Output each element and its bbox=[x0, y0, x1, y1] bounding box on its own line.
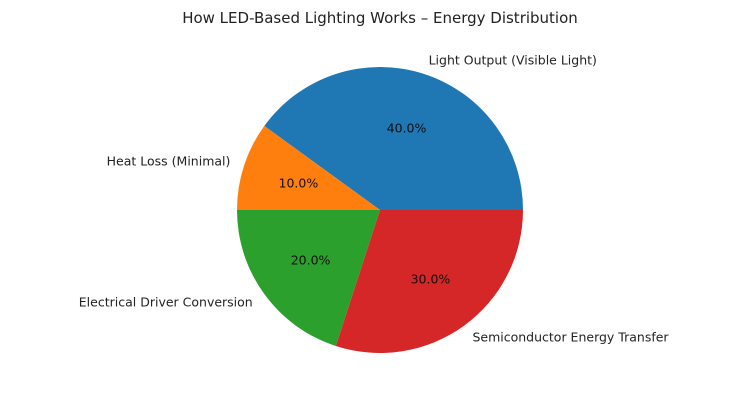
slice-percent-label: 20.0% bbox=[291, 252, 331, 267]
pie-labels: 40.0% Light Output (Visible Light) 10.0% He… bbox=[79, 52, 670, 344]
slice-percent-label: 10.0% bbox=[279, 175, 319, 190]
pie-slice-light-output bbox=[264, 67, 523, 210]
pie-slice-electrical-driver bbox=[237, 210, 380, 347]
pie-slice-semiconductor-transfer bbox=[335, 210, 523, 353]
slice-category-label: Light Output (Visible Light) bbox=[429, 52, 597, 67]
pie-slices bbox=[237, 67, 523, 353]
slice-category-label: Electrical Driver Conversion bbox=[79, 294, 253, 309]
slice-percent-label: 30.0% bbox=[411, 271, 451, 286]
slice-category-label: Semiconductor Energy Transfer bbox=[472, 329, 669, 344]
slice-category-label: Heat Loss (Minimal) bbox=[107, 153, 231, 168]
pie-slice-heat-loss bbox=[237, 125, 380, 210]
chart-title: How LED-Based Lighting Works – Energy Di… bbox=[182, 9, 578, 27]
slice-percent-label: 40.0% bbox=[387, 120, 427, 135]
